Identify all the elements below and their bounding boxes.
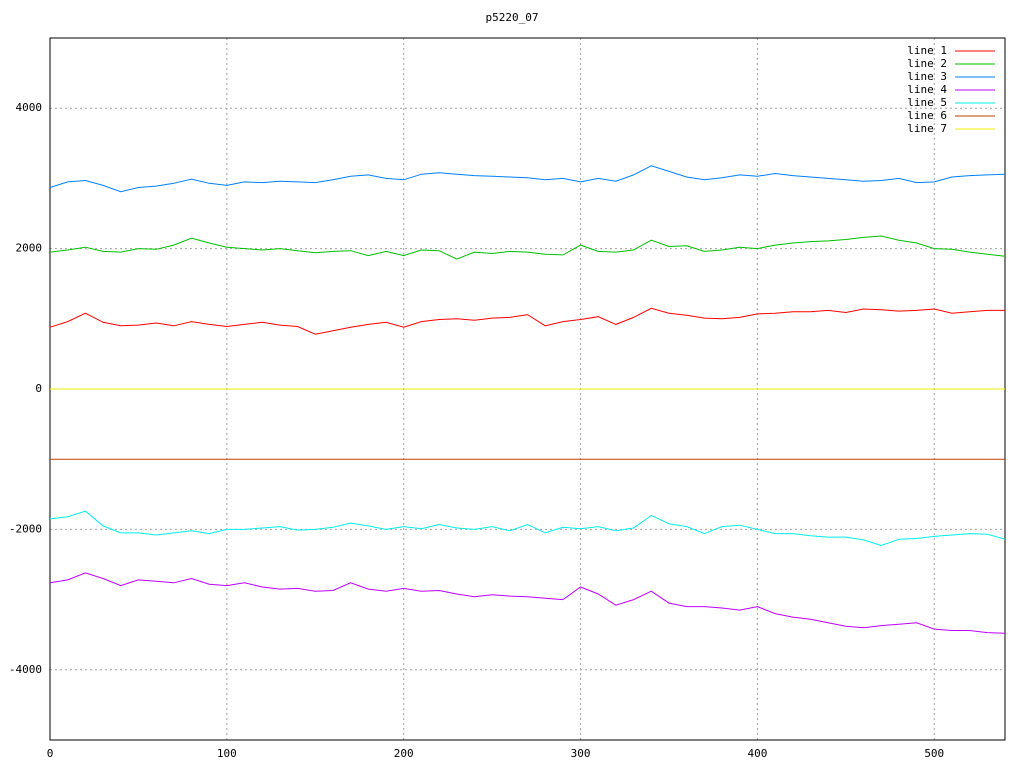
legend-label: line 4 xyxy=(907,83,947,96)
x-tick-label: 0 xyxy=(47,747,54,760)
y-tick-label: 2000 xyxy=(16,242,43,255)
data-line xyxy=(49,235,1006,260)
legend-label: line 2 xyxy=(907,57,947,70)
legend-label: line 6 xyxy=(907,109,947,122)
x-tick-label: 100 xyxy=(217,747,237,760)
data-line xyxy=(49,165,1006,193)
data-line xyxy=(49,572,1006,634)
x-tick-label: 500 xyxy=(924,747,944,760)
data-line xyxy=(49,307,1005,335)
y-tick-label: 4000 xyxy=(16,101,43,114)
x-tick-label: 300 xyxy=(571,747,591,760)
legend-label: line 3 xyxy=(907,70,947,83)
data-line xyxy=(49,510,1006,547)
y-tick-label: -2000 xyxy=(9,522,42,535)
x-tick-label: 400 xyxy=(747,747,767,760)
y-tick-label: -4000 xyxy=(9,663,42,676)
legend-label: line 1 xyxy=(907,44,947,57)
y-tick-label: 0 xyxy=(35,382,42,395)
chart-title: p5220_07 xyxy=(486,11,539,24)
legend-label: line 5 xyxy=(907,96,947,109)
legend-label: line 7 xyxy=(907,122,947,135)
x-tick-label: 200 xyxy=(394,747,414,760)
